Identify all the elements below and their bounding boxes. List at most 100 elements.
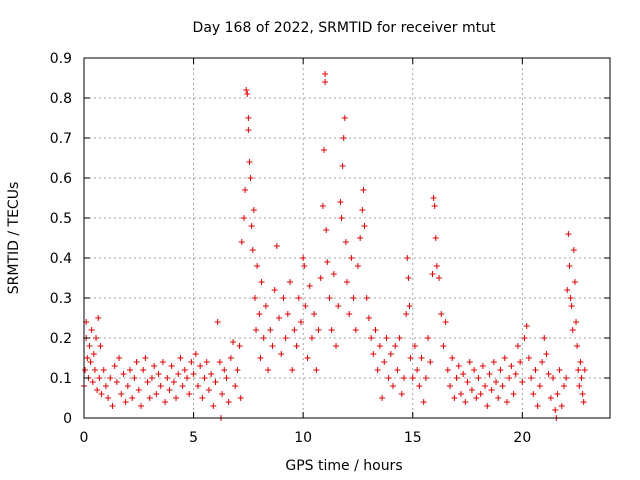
data-point [192, 351, 199, 357]
data-point [116, 355, 123, 361]
data-point [82, 367, 89, 373]
data-point [573, 319, 580, 325]
data-point [444, 367, 451, 373]
data-point [387, 351, 394, 357]
data-point [486, 371, 493, 377]
data-point [251, 295, 258, 301]
data-point [238, 239, 245, 245]
data-point [579, 391, 586, 397]
data-point [175, 371, 182, 377]
data-point [300, 255, 307, 261]
data-point [442, 319, 449, 325]
data-point [346, 311, 353, 317]
data-point [503, 399, 510, 405]
data-point [155, 371, 162, 377]
data-point [354, 263, 361, 269]
data-point [406, 303, 413, 309]
data-point [291, 327, 298, 333]
data-point [365, 315, 372, 321]
data-point [168, 363, 175, 369]
data-point [569, 327, 576, 333]
data-point [244, 91, 251, 97]
data-point [129, 395, 136, 401]
data-point [93, 335, 100, 341]
y-tick-label: 0.9 [50, 51, 72, 67]
data-point [210, 403, 217, 409]
data-point [521, 335, 528, 341]
data-point [464, 379, 471, 385]
data-point [385, 375, 392, 381]
data-point [451, 395, 458, 401]
data-point [554, 391, 561, 397]
data-point [323, 227, 330, 233]
data-point [440, 343, 447, 349]
data-point [102, 383, 109, 389]
data-point [151, 363, 158, 369]
data-point [432, 235, 439, 241]
data-point [398, 391, 405, 397]
data-point [376, 343, 383, 349]
data-point [105, 395, 112, 401]
data-point [403, 311, 410, 317]
data-point [497, 367, 504, 373]
data-point [249, 247, 256, 253]
data-point [563, 375, 570, 381]
data-point [269, 343, 276, 349]
data-point [240, 215, 247, 221]
data-point [534, 403, 541, 409]
data-point [570, 247, 577, 253]
data-point [541, 335, 548, 341]
data-point [199, 395, 206, 401]
x-tick-label: 0 [80, 430, 89, 446]
data-point [97, 343, 104, 349]
data-point [482, 383, 489, 389]
data-point [232, 383, 239, 389]
data-point [453, 375, 460, 381]
data-point [170, 379, 177, 385]
y-tick-label: 0.8 [50, 91, 72, 107]
data-point [567, 295, 574, 301]
data-point [512, 371, 519, 377]
data-point [308, 335, 315, 341]
chart-title: Day 168 of 2022, SRMTID for receiver mtu… [193, 20, 496, 36]
data-point [295, 295, 302, 301]
data-point [344, 279, 350, 285]
data-point [396, 335, 403, 341]
data-point [547, 395, 554, 401]
data-point [95, 315, 102, 321]
x-axis-label: GPS time / hours [285, 458, 402, 474]
data-point [236, 343, 243, 349]
data-point [162, 399, 169, 405]
data-point [438, 311, 445, 317]
data-point [304, 355, 311, 361]
data-point [317, 275, 324, 281]
data-point [157, 383, 164, 389]
data-point [404, 255, 411, 261]
data-point [339, 163, 346, 169]
data-point [214, 319, 221, 325]
data-point [197, 363, 204, 369]
y-tick-label: 0 [63, 411, 72, 427]
data-point [179, 383, 186, 389]
data-point [360, 187, 367, 193]
data-point [411, 343, 418, 349]
data-point [568, 303, 575, 309]
data-point [188, 359, 195, 365]
data-point [260, 335, 267, 341]
data-point [477, 391, 484, 397]
data-point [490, 359, 497, 365]
y-tick-label: 0.3 [50, 291, 72, 307]
data-point [578, 375, 585, 381]
data-point [166, 387, 173, 393]
grid-lines [84, 58, 610, 418]
data-point [153, 391, 160, 397]
data-point [148, 375, 155, 381]
data-point [111, 363, 118, 369]
data-point [135, 387, 142, 393]
data-point [254, 263, 261, 269]
data-point [580, 399, 587, 405]
x-tick-label: 10 [294, 430, 312, 446]
y-tick-label: 0.1 [50, 371, 72, 387]
data-point [539, 359, 546, 365]
data-point [320, 147, 327, 153]
